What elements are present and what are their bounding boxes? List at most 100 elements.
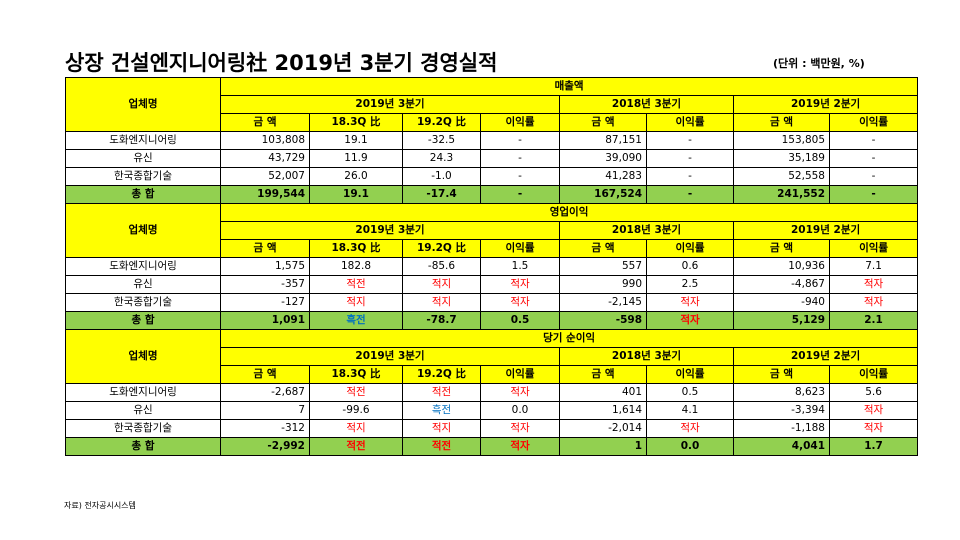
data-cell: 4.1 <box>646 401 734 420</box>
company-name: 유신 <box>65 149 221 168</box>
data-cell: -127 <box>220 293 310 312</box>
total-cell: 199,544 <box>220 185 310 204</box>
data-cell: 적자 <box>828 401 919 420</box>
table-row: 도화엔지니어링 -2,687 적전 적전 적자 401 0.5 8,623 5.6 <box>65 383 919 402</box>
data-cell: 적지 <box>402 419 481 438</box>
total-cell: 1.7 <box>828 437 919 456</box>
total-cell: 적자 <box>646 311 734 330</box>
column-header: 19.2Q 比 <box>402 113 481 132</box>
data-cell: -940 <box>733 293 830 312</box>
total-cell: -2,992 <box>220 437 310 456</box>
data-cell: 0.6 <box>646 257 734 276</box>
data-cell: 적지 <box>309 293 403 312</box>
page-title: 상장 건설엔지니어링社 2019년 3분기 경영실적 <box>65 51 498 75</box>
total-row: 총 합 199,544 19.1 -17.4-167,524-241,552- <box>65 185 919 204</box>
total-cell: 2.1 <box>828 311 919 330</box>
period-header: 2019년 3분기 <box>220 95 560 114</box>
company-header: 업체명 <box>65 329 221 384</box>
data-cell: 153,805 <box>733 131 830 150</box>
total-cell: 1,091 <box>220 311 310 330</box>
period-header: 2019년 3분기 <box>220 221 560 240</box>
column-header: 금 액 <box>220 113 310 132</box>
data-cell: -99.6 <box>309 401 403 420</box>
data-cell: 182.8 <box>309 257 403 276</box>
data-cell: -2,145 <box>559 293 647 312</box>
table-row: 한국종합기술 -127 적지 적지 적자 -2,145 적자 -940 적자 <box>65 293 919 312</box>
data-cell: 2.5 <box>646 275 734 294</box>
column-header: 18.3Q 比 <box>309 365 403 384</box>
data-cell: - <box>480 167 560 186</box>
performance-table: 업체명 매출액 2019년 3분기 2018년 3분기 2019년 2분기 금 액 18.3… <box>65 77 919 456</box>
column-header-row: 금 액 18.3Q 比 19.2Q 比 이익률 금 액 이익률 금 액 이익률 <box>66 365 919 384</box>
column-header: 금 액 <box>733 365 830 384</box>
column-header: 금 액 <box>220 239 310 258</box>
data-cell: 적자 <box>828 419 919 438</box>
data-cell: -85.6 <box>402 257 481 276</box>
data-cell: 35,189 <box>733 149 830 168</box>
data-cell: 흑전 <box>402 401 481 420</box>
data-cell: 1,614 <box>559 401 647 420</box>
section-title-row: 업체명 당기 순이익 <box>65 329 919 384</box>
data-cell: 19.1 <box>309 131 403 150</box>
data-cell: - <box>646 149 734 168</box>
data-cell: 10,936 <box>733 257 830 276</box>
data-cell: 7.1 <box>828 257 919 276</box>
data-cell: 0.5 <box>646 383 734 402</box>
data-cell: 적자 <box>828 293 919 312</box>
period-header: 2019년 2분기 <box>732 347 919 366</box>
total-cell: 19.1 <box>309 185 403 204</box>
column-header: 19.2Q 比 <box>402 239 481 258</box>
data-cell: - <box>828 131 919 150</box>
column-header: 이익률 <box>828 113 919 132</box>
data-cell: 적전 <box>402 383 481 402</box>
section-title: 매출액 <box>219 77 919 96</box>
data-cell: 적자 <box>828 275 919 294</box>
data-cell: - <box>828 149 919 168</box>
total-cell: 167,524 <box>559 185 647 204</box>
data-cell: -3,394 <box>733 401 830 420</box>
period-header: 2019년 2분기 <box>732 221 919 240</box>
column-header: 금 액 <box>733 113 830 132</box>
data-cell: 11.9 <box>309 149 403 168</box>
data-cell: 적자 <box>480 275 560 294</box>
section-title-row: 업체명 매출액 <box>65 77 919 132</box>
data-cell: - <box>646 167 734 186</box>
company-header: 업체명 <box>65 203 221 258</box>
data-cell: -4,867 <box>733 275 830 294</box>
data-cell: 1,575 <box>220 257 310 276</box>
total-cell: 4,041 <box>733 437 830 456</box>
column-header: 금 액 <box>220 365 310 384</box>
total-cell: -598 <box>559 311 647 330</box>
data-cell: 적자 <box>646 293 734 312</box>
data-cell: 적지 <box>402 275 481 294</box>
column-header: 이익률 <box>646 365 734 384</box>
column-header: 이익률 <box>646 113 734 132</box>
section-title: 영업이익 <box>219 203 919 222</box>
total-cell: -78.7 <box>402 311 481 330</box>
company-name: 한국종합기술 <box>65 419 221 438</box>
data-cell: 52,007 <box>220 167 310 186</box>
source-note: 자료) 전자공시시스템 <box>64 501 136 510</box>
data-cell: 적자 <box>480 293 560 312</box>
data-cell: 적자 <box>480 419 560 438</box>
data-cell: 557 <box>559 257 647 276</box>
total-row: 총 합 -2,992 적전 적전 적자 1 0.0 4,041 1.7 <box>65 437 919 456</box>
data-cell: 적지 <box>402 293 481 312</box>
column-header: 이익률 <box>480 365 560 384</box>
column-header-row: 금 액 18.3Q 比 19.2Q 比 이익률 금 액 이익률 금 액 이익률 <box>66 239 919 258</box>
section-title-row: 업체명 영업이익 <box>65 203 919 258</box>
column-header: 이익률 <box>480 239 560 258</box>
data-cell: - <box>480 149 560 168</box>
data-cell: -312 <box>220 419 310 438</box>
section-title: 당기 순이익 <box>219 329 919 348</box>
column-header: 이익률 <box>828 365 919 384</box>
data-cell: 적자 <box>480 383 560 402</box>
total-cell: 흑전 <box>309 311 403 330</box>
data-cell: 401 <box>559 383 647 402</box>
data-cell: 43,729 <box>220 149 310 168</box>
company-name: 유신 <box>65 275 221 294</box>
data-cell: 103,808 <box>220 131 310 150</box>
data-cell: 0.0 <box>480 401 560 420</box>
data-cell: -1,188 <box>733 419 830 438</box>
total-row: 총 합 1,091 흑전 -78.7 0.5 -598 적자 5,129 2.1 <box>65 311 919 330</box>
